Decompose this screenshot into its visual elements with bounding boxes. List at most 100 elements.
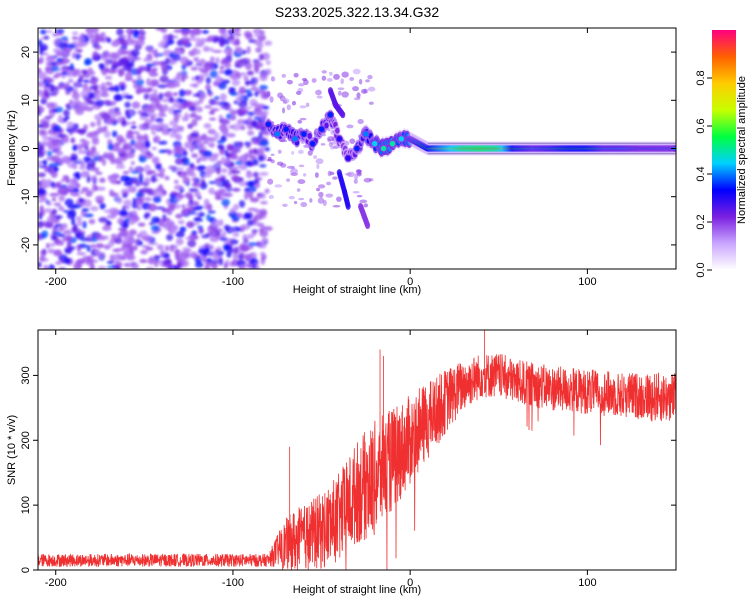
noise-speckle	[212, 49, 223, 53]
noise-speckle	[232, 203, 240, 211]
noise-speckle	[69, 103, 74, 109]
transition-speckle	[309, 198, 313, 203]
noise-speckle	[60, 36, 69, 41]
noise-speckle	[175, 147, 182, 156]
noise-speckle	[155, 206, 166, 210]
noise-speckle	[172, 109, 182, 114]
noise-speckle	[168, 106, 175, 115]
noise-speckle	[110, 233, 118, 238]
noise-speckle	[72, 99, 81, 107]
noise-speckle	[173, 179, 179, 184]
noise-speckle	[229, 247, 234, 254]
noise-speckle	[219, 65, 225, 70]
noise-speckle	[75, 172, 81, 180]
snr-y-label: SNR (10 * v/v)	[6, 415, 18, 485]
noise-speckle	[182, 176, 191, 185]
noise-speckle	[243, 76, 249, 81]
noise-speckle	[142, 122, 151, 127]
noise-speckle	[181, 156, 189, 164]
noise-speckle	[107, 265, 112, 269]
noise-speckle	[161, 67, 169, 72]
noise-speckle	[46, 150, 53, 158]
noise-speckle	[204, 261, 214, 267]
noise-speckle	[157, 140, 168, 145]
noise-speckle	[101, 158, 107, 167]
noise-speckle	[90, 151, 95, 158]
transition-speckle	[329, 71, 333, 76]
transition-speckle	[316, 187, 321, 192]
noise-speckle	[75, 109, 84, 116]
transition-speckle	[340, 78, 345, 85]
noise-speckle	[41, 230, 49, 239]
noise-speckle	[253, 39, 263, 46]
noise-speckle	[153, 259, 159, 268]
noise-speckle	[159, 249, 166, 257]
transition-speckle	[316, 163, 320, 170]
noise-speckle	[248, 154, 257, 160]
transition-speckle	[332, 176, 338, 180]
noise-speckle	[207, 128, 216, 135]
transition-speckle	[336, 196, 342, 202]
noise-speckle	[195, 37, 201, 45]
noise-speckle	[118, 68, 125, 76]
transition-speckle	[352, 191, 360, 194]
track-blob	[362, 130, 370, 138]
noise-speckle	[111, 130, 118, 138]
noise-speckle	[75, 183, 81, 188]
track-blob	[344, 154, 352, 162]
noise-speckle	[94, 167, 100, 173]
noise-speckle	[247, 70, 254, 76]
noise-speckle	[48, 162, 59, 168]
noise-speckle	[130, 39, 139, 45]
noise-speckle	[128, 54, 134, 63]
noise-speckle	[154, 54, 159, 59]
noise-speckle	[168, 96, 174, 103]
noise-speckle	[109, 117, 116, 124]
noise-speckle	[135, 198, 143, 206]
noise-speckle	[202, 140, 209, 145]
noise-speckle	[162, 123, 169, 131]
noise-speckle	[196, 60, 201, 66]
noise-speckle	[51, 155, 61, 162]
noise-speckle	[182, 150, 188, 157]
transition-speckle	[367, 86, 376, 92]
noise-speckle	[239, 110, 249, 114]
noise-speckle	[110, 65, 118, 70]
noise-speckle	[231, 79, 241, 87]
noise-speckle	[252, 103, 261, 107]
colorbar-tick-label: 0.6	[695, 118, 707, 133]
noise-speckle	[258, 53, 264, 61]
noise-speckle	[44, 84, 54, 88]
transition-speckle	[290, 168, 298, 175]
noise-speckle	[218, 82, 227, 90]
noise-speckle	[143, 93, 149, 100]
noise-speckle	[53, 202, 62, 207]
noise-speckle	[163, 217, 171, 221]
noise-speckle	[197, 165, 206, 170]
noise-speckle	[247, 242, 258, 247]
transition-speckle	[359, 199, 368, 204]
transition-speckle	[327, 170, 332, 177]
transition-speckle	[317, 184, 326, 189]
noise-speckle	[135, 168, 143, 172]
noise-speckle	[232, 252, 239, 260]
noise-speckle	[131, 170, 140, 174]
noise-speckle	[130, 245, 138, 251]
noise-speckle	[126, 66, 133, 73]
noise-speckle	[130, 177, 139, 184]
noise-speckle	[43, 159, 48, 167]
noise-speckle	[110, 157, 116, 165]
noise-speckle	[240, 244, 249, 252]
noise-speckle	[164, 245, 170, 252]
noise-speckle	[126, 252, 132, 259]
noise-speckle	[172, 102, 182, 109]
noise-speckle	[238, 181, 249, 187]
snr-frame	[37, 329, 677, 571]
noise-speckle	[227, 35, 236, 41]
noise-speckle	[92, 28, 100, 33]
noise-speckle	[71, 92, 80, 100]
noise-speckle	[70, 137, 76, 144]
noise-speckle	[222, 127, 229, 136]
noise-speckle	[197, 225, 203, 229]
transition-speckle	[269, 96, 274, 103]
